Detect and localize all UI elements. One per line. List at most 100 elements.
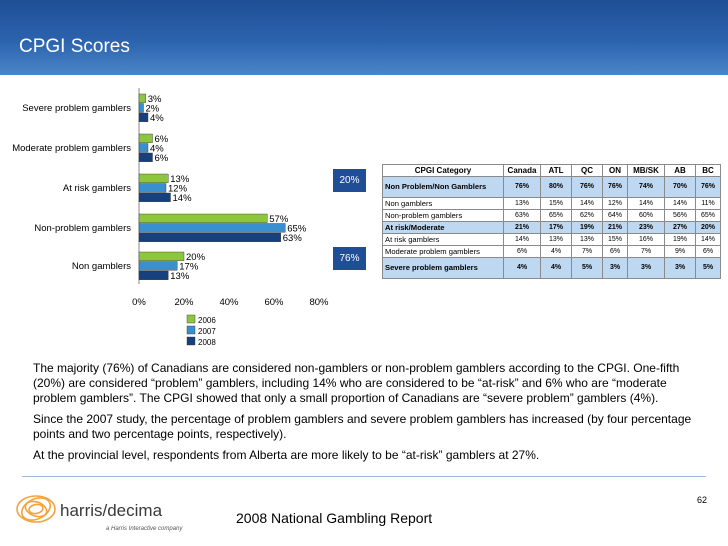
legend-label-2006: 2006 — [198, 316, 216, 325]
table-value-cell: 9% — [664, 245, 696, 258]
table-value-cell: 14% — [664, 197, 696, 210]
table-value-cell: 65% — [695, 209, 721, 222]
bar-2006 — [138, 213, 268, 223]
legend-label-2007: 2007 — [198, 327, 216, 336]
category-label: Non-problem gamblers — [34, 223, 131, 234]
table-row: At risk gamblers 14% 13% 13% 15% 16% 19% 14% — [382, 233, 721, 246]
logo-wordmark: harris/decima — [60, 501, 163, 520]
logo-swirl-icon — [16, 495, 56, 523]
paragraph-majority: The majority (76%) of Canadians are cons… — [33, 361, 680, 405]
table-header-cell: QC — [571, 164, 603, 177]
bar-2006 — [138, 133, 153, 143]
table-value-cell: 13% — [503, 197, 541, 210]
x-tick-label: 60% — [264, 297, 284, 308]
table-value-cell: 19% — [664, 233, 696, 246]
table-value-cell: 12% — [602, 197, 628, 210]
table-value-cell: 13% — [571, 233, 603, 246]
paragraph-change: Since the 2007 study, the percentage of … — [33, 412, 692, 441]
category-label: At risk gamblers — [63, 183, 131, 194]
table-value-cell: 4% — [540, 245, 572, 258]
table-value-cell: 60% — [627, 209, 665, 222]
x-tick-label: 40% — [219, 297, 239, 308]
footer-title: 2008 National Gambling Report — [236, 510, 433, 526]
table-category-cell: Severe problem gamblers — [382, 257, 504, 279]
table-value-cell: 19% — [571, 221, 603, 234]
table-value-cell: 76% — [503, 176, 541, 198]
bar-2008 — [138, 112, 149, 122]
table-category-cell: Non Problem/Non Gamblers — [382, 176, 504, 198]
bar-2007 — [138, 183, 167, 193]
table-value-cell: 21% — [503, 221, 541, 234]
table-header-cell: Canada — [503, 164, 541, 177]
table-value-cell: 4% — [540, 257, 572, 279]
bar-value-label: 4% — [150, 144, 164, 155]
harris-decima-logo: harris/decima a Harris Interactive compa… — [14, 488, 214, 541]
legend-swatch-2008 — [186, 336, 196, 346]
table-value-cell: 7% — [627, 245, 665, 258]
table-header-cell: CPGI Category — [382, 164, 504, 177]
bar-value-label: 14% — [173, 193, 193, 204]
table-category-cell: Non gamblers — [382, 197, 504, 210]
body-text: The majority (76%) of Canadians are cons… — [33, 361, 698, 469]
table-value-cell: 14% — [503, 233, 541, 246]
bar-value-label: 12% — [168, 184, 188, 195]
table-value-cell: 6% — [503, 245, 541, 258]
slide-title: CPGI Scores — [19, 36, 130, 57]
table-value-cell: 20% — [695, 221, 721, 234]
bar-value-label: 13% — [170, 271, 190, 282]
table-value-cell: 15% — [602, 233, 628, 246]
bar-2006 — [138, 173, 169, 183]
bar-value-label: 4% — [150, 113, 164, 124]
legend-swatch-2006 — [186, 314, 196, 324]
bar-value-label: 6% — [155, 134, 169, 145]
table-value-cell: 65% — [540, 209, 572, 222]
bar-2008 — [138, 270, 169, 280]
table-value-cell: 74% — [627, 176, 665, 198]
problem-gamblers-callout: 20% — [333, 169, 366, 192]
legend-label-2008: 2008 — [198, 338, 216, 347]
table-value-cell: 80% — [540, 176, 572, 198]
table-value-cell: 14% — [695, 233, 721, 246]
table-value-cell: 7% — [571, 245, 603, 258]
table-value-cell: 3% — [602, 257, 628, 279]
table-value-cell: 76% — [602, 176, 628, 198]
table-value-cell: 11% — [695, 197, 721, 210]
table-value-cell: 14% — [627, 197, 665, 210]
bar-2007 — [138, 223, 286, 233]
category-label: Moderate problem gamblers — [12, 143, 131, 154]
cpgi-province-table: CPGI Category Canada ATL QC ON MB/SK AB BC Non … — [382, 164, 721, 279]
table-value-cell: 64% — [602, 209, 628, 222]
table-category-cell: At risk/Moderate — [382, 221, 504, 234]
footer-divider — [22, 476, 706, 477]
bar-value-label: 65% — [287, 224, 307, 235]
table-row: Severe problem gamblers 4% 4% 5% 3% 3% 3% 5% — [382, 257, 721, 279]
table-value-cell: 62% — [571, 209, 603, 222]
bar-value-label: 20% — [186, 252, 206, 263]
x-tick-label: 80% — [309, 297, 329, 308]
bar-value-label: 6% — [155, 153, 169, 164]
table-value-cell: 63% — [503, 209, 541, 222]
table-row: Non gamblers 13% 15% 14% 12% 14% 14% 11% — [382, 197, 721, 210]
bar-2008 — [138, 232, 281, 242]
table-header-cell: AB — [664, 164, 696, 177]
table-value-cell: 5% — [571, 257, 603, 279]
table-value-cell: 6% — [695, 245, 721, 258]
bar-value-label: 17% — [179, 262, 199, 273]
table-value-cell: 27% — [664, 221, 696, 234]
page-number: 62 — [696, 495, 707, 505]
bar-value-label: 3% — [148, 94, 162, 105]
bar-2007 — [138, 143, 149, 153]
table-header-cell: ON — [602, 164, 628, 177]
non-problem-callout: 76% — [333, 247, 366, 270]
table-header-cell: MB/SK — [627, 164, 665, 177]
table-value-cell: 17% — [540, 221, 572, 234]
table-value-cell: 56% — [664, 209, 696, 222]
bar-2008 — [138, 192, 171, 202]
table-value-cell: 76% — [695, 176, 721, 198]
bar-value-label: 57% — [269, 214, 289, 225]
table-value-cell: 3% — [664, 257, 696, 279]
table-header-cell: BC — [695, 164, 721, 177]
paragraph-provincial: At the provincial level, respondents fro… — [33, 448, 540, 462]
category-label: Severe problem gamblers — [22, 103, 131, 114]
